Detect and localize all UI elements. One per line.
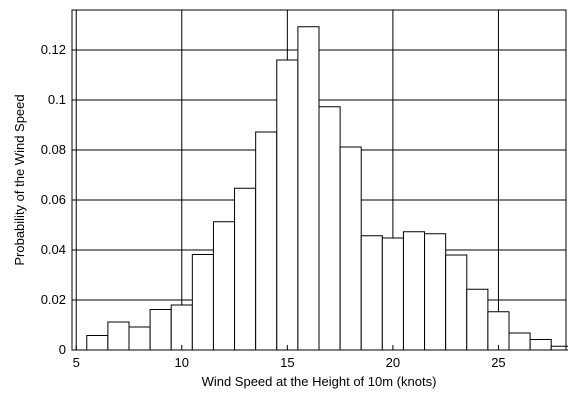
- histogram-bar: [550, 345, 568, 351]
- plot-frame: [71, 9, 567, 351]
- x-tick-label: 20: [386, 355, 400, 370]
- histogram-bar: [381, 237, 404, 351]
- histogram-bar: [508, 332, 531, 351]
- histogram-bar: [445, 254, 468, 351]
- histogram-bar: [234, 187, 257, 351]
- histogram-bar: [149, 309, 172, 351]
- histogram-bar: [191, 254, 214, 351]
- histogram-bar: [466, 288, 489, 351]
- histogram-bar: [212, 221, 236, 351]
- histogram-bar: [487, 311, 510, 351]
- histogram-bar: [276, 59, 299, 351]
- histogram-bars: [86, 26, 568, 351]
- histogram-bar: [424, 233, 447, 351]
- x-axis-ticks: 5 10 15 20 25: [73, 345, 506, 370]
- x-tick-label: 10: [175, 355, 189, 370]
- x-tick-label: 5: [73, 355, 80, 370]
- y-tick-label: 0.04: [41, 242, 66, 257]
- histogram-bar: [402, 231, 426, 351]
- histogram-bar: [170, 304, 193, 351]
- histogram-bar: [255, 131, 278, 351]
- y-axis-label: Probability of the Wind Speed: [12, 94, 27, 265]
- histogram-bar: [529, 339, 552, 351]
- x-axis-label: Wind Speed at the Height of 10m (knots): [202, 374, 437, 389]
- y-tick-label: 0.02: [41, 292, 66, 307]
- y-tick-label: 0: [59, 342, 66, 357]
- histogram-bar: [86, 335, 109, 351]
- x-tick-label: 15: [280, 355, 294, 370]
- histogram-bar: [318, 106, 341, 351]
- y-tick-label: 0.06: [41, 192, 66, 207]
- y-tick-label: 0.08: [41, 142, 66, 157]
- x-tick-label: 25: [491, 355, 505, 370]
- histogram-bar: [339, 146, 362, 351]
- histogram-bar: [107, 321, 130, 351]
- y-tick-label: 0.1: [48, 92, 66, 107]
- histogram-bar: [297, 26, 320, 351]
- histogram-bar: [360, 235, 383, 351]
- histogram-bar: [128, 326, 151, 351]
- y-tick-label: 0.12: [41, 42, 66, 57]
- y-axis-ticks: 0 0.02 0.04 0.06 0.08 0.1 0.12: [41, 42, 77, 357]
